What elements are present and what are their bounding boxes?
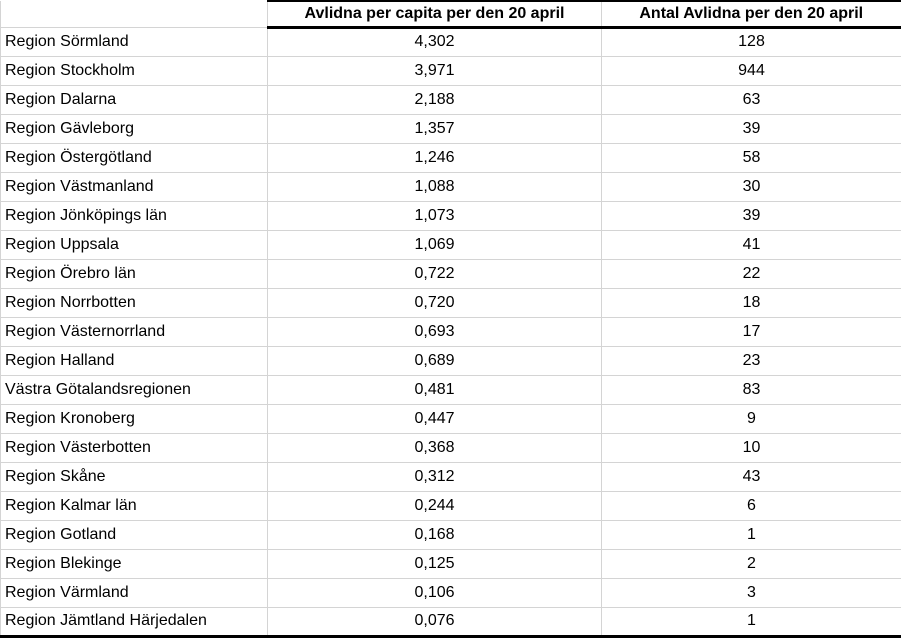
antal-cell[interactable]: 17 <box>601 316 901 347</box>
per-capita-cell[interactable]: 1,073 <box>267 200 602 231</box>
antal-cell[interactable]: 23 <box>601 345 901 376</box>
antal-cell[interactable]: 83 <box>601 374 901 405</box>
antal-cell[interactable]: 41 <box>601 229 901 260</box>
table-row: Region Örebro län 0,722 22 <box>0 258 901 289</box>
region-cell[interactable]: Region Örebro län <box>0 258 268 289</box>
col-header-per-capita[interactable]: Avlidna per capita per den 20 april <box>267 0 602 29</box>
antal-cell[interactable]: 6 <box>601 490 901 521</box>
per-capita-cell[interactable]: 1,069 <box>267 229 602 260</box>
per-capita-cell[interactable]: 4,302 <box>267 26 602 57</box>
region-cell[interactable]: Region Västerbotten <box>0 432 268 463</box>
region-cell[interactable]: Region Halland <box>0 345 268 376</box>
antal-cell[interactable]: 3 <box>601 577 901 608</box>
table-row: Region Blekinge 0,125 2 <box>0 548 901 579</box>
per-capita-cell[interactable]: 3,971 <box>267 55 602 86</box>
table-row: Region Halland 0,689 23 <box>0 345 901 376</box>
table-row: Region Jämtland Härjedalen 0,076 1 <box>0 606 901 638</box>
per-capita-cell[interactable]: 0,106 <box>267 577 602 608</box>
antal-cell[interactable]: 63 <box>601 84 901 115</box>
region-cell[interactable]: Region Jämtland Härjedalen <box>0 606 268 638</box>
table-row: Region Västmanland 1,088 30 <box>0 171 901 202</box>
antal-cell[interactable]: 128 <box>601 26 901 57</box>
per-capita-cell[interactable]: 1,357 <box>267 113 602 144</box>
table-row: Region Östergötland 1,246 58 <box>0 142 901 173</box>
region-cell[interactable]: Region Blekinge <box>0 548 268 579</box>
per-capita-cell[interactable]: 1,246 <box>267 142 602 173</box>
table-row: Region Kronoberg 0,447 9 <box>0 403 901 434</box>
per-capita-cell[interactable]: 0,312 <box>267 461 602 492</box>
table-row: Region Sörmland 4,302 128 <box>0 26 901 57</box>
region-cell[interactable]: Region Stockholm <box>0 55 268 86</box>
col-header-region-empty[interactable] <box>0 1 268 28</box>
per-capita-cell[interactable]: 0,244 <box>267 490 602 521</box>
table-row: Region Stockholm 3,971 944 <box>0 55 901 86</box>
region-cell[interactable]: Region Sörmland <box>0 26 268 57</box>
col-header-antal[interactable]: Antal Avlidna per den 20 april <box>601 0 901 29</box>
table-row: Region Norrbotten 0,720 18 <box>0 287 901 318</box>
table-row: Region Västerbotten 0,368 10 <box>0 432 901 463</box>
per-capita-cell[interactable]: 0,168 <box>267 519 602 550</box>
per-capita-cell[interactable]: 0,720 <box>267 287 602 318</box>
antal-cell[interactable]: 18 <box>601 287 901 318</box>
region-cell[interactable]: Region Västernorrland <box>0 316 268 347</box>
per-capita-cell[interactable]: 1,088 <box>267 171 602 202</box>
per-capita-cell[interactable]: 2,188 <box>267 84 602 115</box>
region-cell[interactable]: Region Skåne <box>0 461 268 492</box>
region-cell[interactable]: Region Östergötland <box>0 142 268 173</box>
region-cell[interactable]: Region Dalarna <box>0 84 268 115</box>
region-cell[interactable]: Region Gävleborg <box>0 113 268 144</box>
region-cell[interactable]: Region Jönköpings län <box>0 200 268 231</box>
table-row: Västra Götalandsregionen 0,481 83 <box>0 374 901 405</box>
region-cell[interactable]: Region Kalmar län <box>0 490 268 521</box>
table-row: Region Uppsala 1,069 41 <box>0 229 901 260</box>
region-cell[interactable]: Region Uppsala <box>0 229 268 260</box>
per-capita-cell[interactable]: 0,447 <box>267 403 602 434</box>
antal-cell[interactable]: 22 <box>601 258 901 289</box>
table-row: Region Dalarna 2,188 63 <box>0 84 901 115</box>
antal-cell[interactable]: 9 <box>601 403 901 434</box>
region-cell[interactable]: Region Värmland <box>0 577 268 608</box>
antal-cell[interactable]: 39 <box>601 200 901 231</box>
table-row: Region Jönköpings län 1,073 39 <box>0 200 901 231</box>
per-capita-cell[interactable]: 0,076 <box>267 606 602 638</box>
table-row: Region Gotland 0,168 1 <box>0 519 901 550</box>
antal-cell[interactable]: 2 <box>601 548 901 579</box>
antal-cell[interactable]: 1 <box>601 606 901 638</box>
header-row: Avlidna per capita per den 20 april Anta… <box>0 0 901 29</box>
table-row: Region Västernorrland 0,693 17 <box>0 316 901 347</box>
table-row: Region Gävleborg 1,357 39 <box>0 113 901 144</box>
antal-cell[interactable]: 43 <box>601 461 901 492</box>
antal-cell[interactable]: 10 <box>601 432 901 463</box>
antal-cell[interactable]: 58 <box>601 142 901 173</box>
region-cell[interactable]: Region Gotland <box>0 519 268 550</box>
per-capita-cell[interactable]: 0,368 <box>267 432 602 463</box>
per-capita-cell[interactable]: 0,693 <box>267 316 602 347</box>
per-capita-cell[interactable]: 0,722 <box>267 258 602 289</box>
region-cell[interactable]: Västra Götalandsregionen <box>0 374 268 405</box>
table-body: Region Sörmland 4,302 128 Region Stockho… <box>0 26 901 638</box>
per-capita-cell[interactable]: 0,481 <box>267 374 602 405</box>
region-cell[interactable]: Region Norrbotten <box>0 287 268 318</box>
table-row: Region Kalmar län 0,244 6 <box>0 490 901 521</box>
antal-cell[interactable]: 1 <box>601 519 901 550</box>
antal-cell[interactable]: 944 <box>601 55 901 86</box>
antal-cell[interactable]: 30 <box>601 171 901 202</box>
table-row: Region Värmland 0,106 3 <box>0 577 901 608</box>
antal-cell[interactable]: 39 <box>601 113 901 144</box>
region-cell[interactable]: Region Västmanland <box>0 171 268 202</box>
per-capita-cell[interactable]: 0,125 <box>267 548 602 579</box>
per-capita-cell[interactable]: 0,689 <box>267 345 602 376</box>
region-cell[interactable]: Region Kronoberg <box>0 403 268 434</box>
table-row: Region Skåne 0,312 43 <box>0 461 901 492</box>
